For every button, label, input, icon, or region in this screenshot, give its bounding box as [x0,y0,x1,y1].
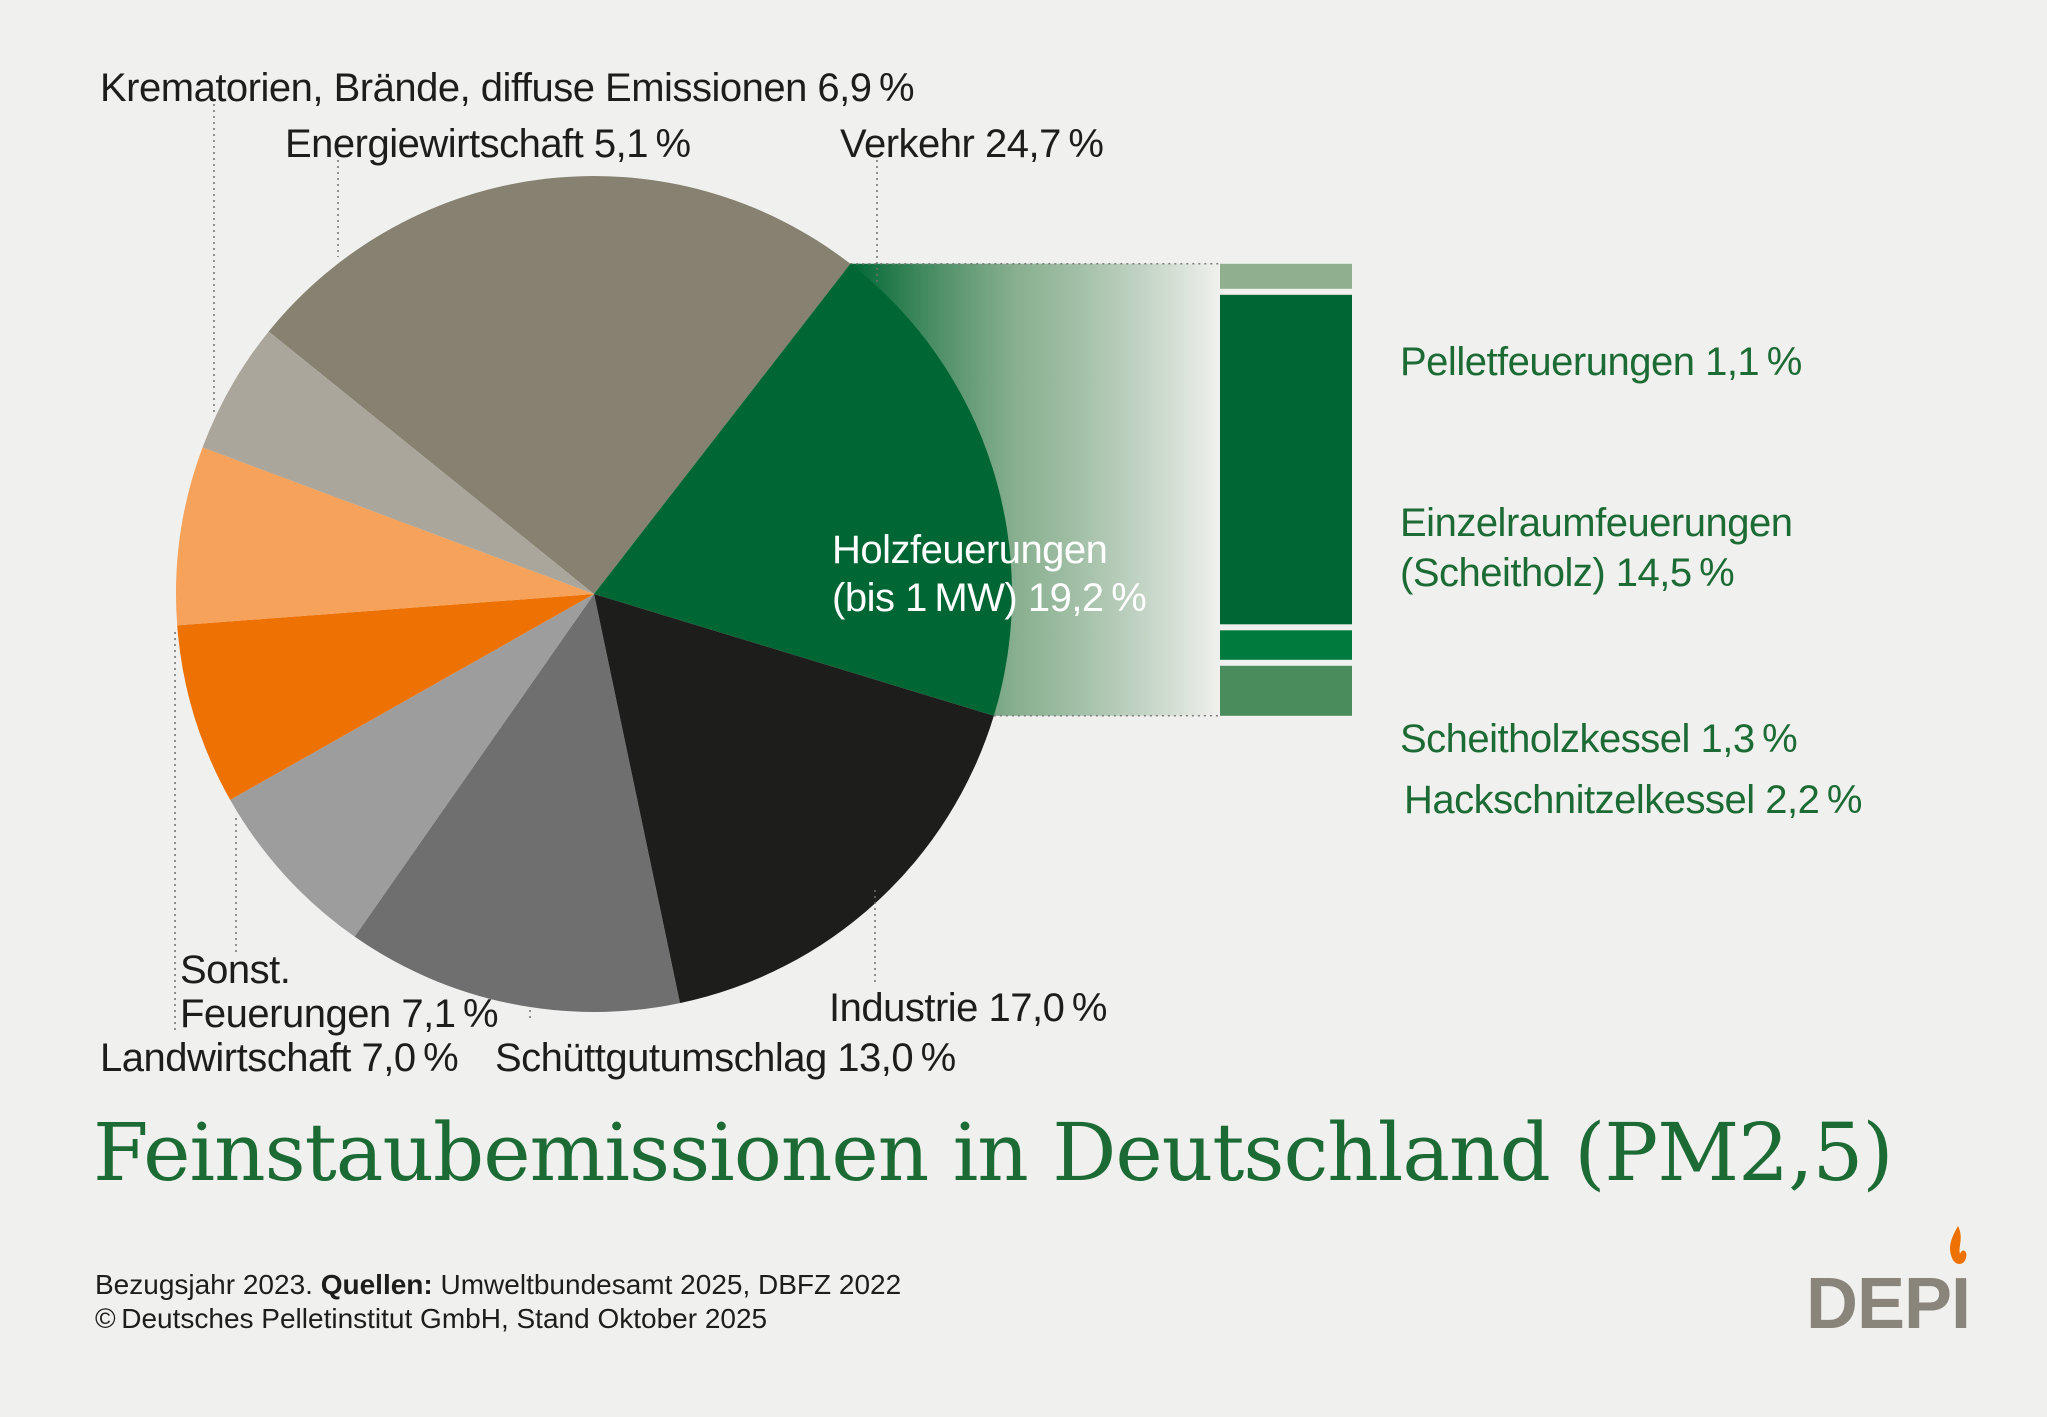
label-sonst-feuerungen: Sonst. Feuerungen 7,1 % [180,948,499,1036]
pie-slice-7 [202,331,594,594]
footer-year: Bezugsjahr 2023. [95,1269,321,1300]
breakdown-bar-3 [1220,665,1352,716]
pie-slice-1 [594,263,1012,716]
label-pellet: Pelletfeuerungen 1,1 % [1400,340,1802,384]
label-hackschnitzel: Hackschnitzelkessel 2,2 % [1404,778,1862,822]
flame-icon [1950,1226,1967,1264]
pie-slice-3 [354,594,680,1013]
label-holzfeuerungen-line2: (bis 1 MW) 19,2 % [832,576,1147,620]
label-schuettgut: Schüttgutumschlag 13,0 % [495,1036,956,1080]
footer-copyright: © Deutsches Pelletinstitut GmbH, Stand O… [95,1303,768,1334]
label-krematorien: Krematorien, Brände, diffuse Emissionen … [100,66,915,110]
label-sonst-line2: Feuerungen 7,1 % [180,992,499,1036]
pie-slice-5 [177,594,594,800]
footer-sources-list: Umweltbundesamt 2025, DBFZ 2022 [432,1269,902,1300]
label-energiewirtschaft: Energiewirtschaft 5,1 % [285,122,691,166]
label-einzelraum-line2: (Scheitholz) 14,5 % [1400,551,1735,595]
label-einzelraum: Einzelraumfeuerungen (Scheitholz) 14,5 % [1400,498,1793,598]
pie-slice-4 [230,594,594,937]
breakdown-bar-2 [1220,630,1352,660]
label-verkehr: Verkehr 24,7 % [840,122,1104,166]
label-einzelraum-line1: Einzelraumfeuerungen [1400,501,1793,545]
depi-logo: DEPI [1806,1264,1971,1344]
label-industrie: Industrie 17,0 % [829,986,1107,1030]
label-scheitholzkessel: Scheitholzkessel 1,3 % [1400,717,1798,761]
footer-sources-label: Quellen: [320,1269,433,1300]
label-holzfeuerungen-line1: Holzfeuerungen [832,528,1108,572]
pie-slice-0 [268,175,851,594]
breakdown-bar-1 [1220,294,1352,625]
label-sonst-line1: Sonst. [180,948,291,992]
label-holzfeuerungen: Holzfeuerungen (bis 1 MW) 19,2 % [832,526,1147,622]
pie-slice-6 [176,447,594,626]
breakdown-bar-0 [1220,263,1352,289]
footer-sources: Bezugsjahr 2023. Quellen: Umweltbundesam… [95,1268,901,1302]
label-landwirtschaft: Landwirtschaft 7,0 % [100,1036,459,1080]
pie-slice-2 [594,594,994,1004]
chart-title: Feinstaubemissionen in Deutschland (PM2,… [93,1106,1894,1199]
